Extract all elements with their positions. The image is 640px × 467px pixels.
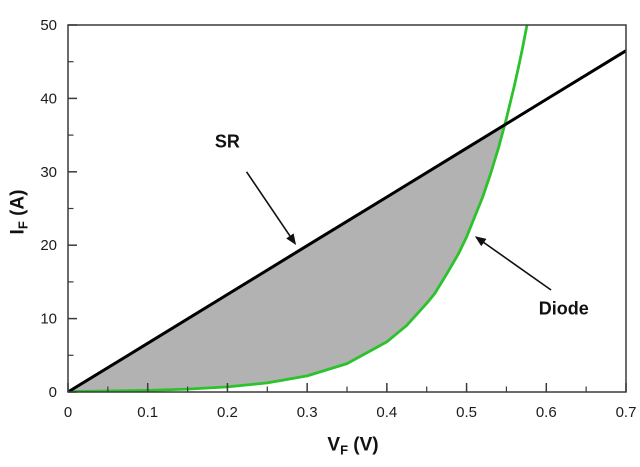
annotation-arrow (245, 171, 297, 245)
x-tick-label: 0 (64, 404, 72, 421)
annotation-diode-label: Diode (538, 298, 589, 319)
x-tick-label: 0.4 (376, 404, 397, 421)
x-tick-label: 0.7 (616, 404, 637, 421)
axis-tick-labels: 0 0.1 0.2 0.3 0.4 0.5 0.6 0.7 0 10 20 30 40 50 (40, 17, 636, 421)
y-axis-title-subscript: F (15, 221, 31, 230)
sr-line (68, 49, 626, 392)
y-axis-title-symbol: I (7, 229, 29, 235)
y-tick-label: 10 (40, 311, 57, 328)
x-axis-title-unit: (V) (348, 434, 379, 456)
x-tick-label: 0.5 (456, 404, 477, 421)
annotation-arrow (474, 236, 552, 291)
y-tick-label: 0 (49, 384, 57, 401)
x-axis-title-subscript: F (340, 442, 349, 458)
x-tick-label: 0.2 (217, 404, 238, 421)
plot-border (67, 24, 627, 393)
x-tick-label: 0.1 (137, 404, 158, 421)
x-tick-label: 0.6 (536, 404, 557, 421)
annotation-arrows (245, 171, 552, 291)
x-tick-label: 0.3 (297, 404, 318, 421)
y-tick-label: 30 (40, 164, 57, 181)
y-tick-label: 40 (40, 90, 57, 107)
y-tick-label: 20 (40, 237, 57, 254)
diode-curve (68, 25, 529, 392)
x-axis-title-symbol: V (327, 434, 341, 456)
y-tick-label: 50 (40, 17, 57, 34)
annotation-sr-label: SR (214, 131, 240, 152)
y-axis-title: IF (A) (8, 190, 31, 235)
x-axis-title: VF (V) (327, 435, 378, 458)
y-axis-title-unit: (A) (7, 189, 29, 222)
